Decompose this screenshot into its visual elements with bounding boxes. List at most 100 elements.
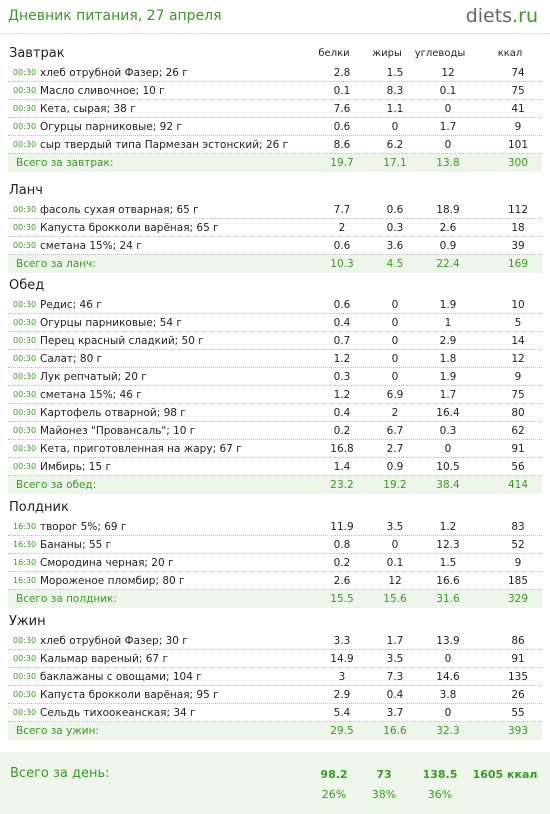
food-row: 00:30 фасоль сухая отварная; 65 г 7.7 0.6 18… bbox=[8, 201, 542, 219]
food-protein: 2.9 bbox=[333, 689, 351, 701]
food-name[interactable]: Имбирь; 15 г bbox=[40, 461, 112, 473]
food-protein: 5.4 bbox=[333, 707, 351, 719]
food-carbs: 0 bbox=[444, 443, 452, 455]
food-fat: 3.6 bbox=[386, 240, 404, 252]
food-kcal: 75 bbox=[511, 85, 525, 97]
site-logo[interactable]: diets.ru bbox=[466, 5, 538, 27]
food-protein: 0.4 bbox=[333, 407, 351, 419]
food-kcal: 52 bbox=[511, 539, 525, 551]
food-fat: 0 bbox=[391, 121, 399, 133]
meal-total-fat: 16.6 bbox=[383, 725, 407, 737]
food-row: 00:30 хлеб отрубной Фазер; 30 г 3.3 1.7 13.9… bbox=[8, 632, 542, 650]
meal-total-fat: 15.6 bbox=[383, 593, 407, 605]
food-kcal: 91 bbox=[511, 443, 525, 455]
meal-total-kcal: 329 bbox=[507, 593, 529, 605]
meal-total-carbs: 13.8 bbox=[436, 157, 460, 169]
food-time: 00:30 bbox=[13, 708, 37, 717]
day-total-kcal: 1605 ккал bbox=[472, 768, 538, 781]
food-name[interactable]: Капуста брокколи варёная; 95 г bbox=[40, 689, 219, 701]
food-kcal: 101 bbox=[507, 139, 529, 151]
food-row: 16:30 Бананы; 55 г 0.8 0 12.3 52 bbox=[8, 536, 542, 554]
food-fat: 3.7 bbox=[386, 707, 404, 719]
column-header-kcal: ккал bbox=[497, 48, 523, 59]
food-name[interactable]: сыр твердый типа Пармезан эстонский; 26 … bbox=[40, 139, 289, 151]
meal-section: Ужин 00:30 хлеб отрубной Фазер; 30 г 3.3 1.7… bbox=[0, 610, 550, 740]
food-row: 00:30 баклажаны с овощами; 104 г 3 7.3 14.6 1… bbox=[8, 668, 542, 686]
food-protein: 0.4 bbox=[333, 317, 351, 329]
food-name[interactable]: Сельдь тихоокеанская; 34 г bbox=[40, 707, 196, 719]
food-name[interactable]: Перец красный сладкий; 50 г bbox=[40, 335, 204, 347]
food-kcal: 10 bbox=[511, 299, 525, 311]
food-name[interactable]: Редис; 46 г bbox=[40, 299, 102, 311]
food-time: 00:30 bbox=[13, 654, 37, 663]
food-name[interactable]: сметана 15%; 24 г bbox=[40, 240, 142, 252]
food-name[interactable]: Кета, приготовленная на жару; 67 г bbox=[40, 443, 242, 455]
food-protein: 0.6 bbox=[333, 240, 351, 252]
food-name[interactable]: Майонез "Провансаль"; 10 г bbox=[40, 425, 196, 437]
meal-total-protein: 19.7 bbox=[330, 157, 354, 169]
meal-total-label: Всего за обед: bbox=[16, 479, 97, 491]
food-kcal: 39 bbox=[511, 240, 525, 252]
meal-total-label: Всего за полдник: bbox=[16, 593, 117, 605]
food-kcal: 41 bbox=[511, 103, 525, 115]
food-name[interactable]: фасоль сухая отварная; 65 г bbox=[40, 204, 199, 216]
food-name[interactable]: Кальмар вареный; 67 г bbox=[40, 653, 168, 665]
food-name[interactable]: Мороженое пломбир; 80 г bbox=[40, 575, 185, 587]
food-time: 00:30 bbox=[13, 241, 37, 250]
food-name[interactable]: Масло сливочное; 10 г bbox=[40, 85, 165, 97]
food-name[interactable]: сметана 15%; 46 г bbox=[40, 389, 142, 401]
food-row: 00:30 Имбирь; 15 г 1.4 0.9 10.5 56 bbox=[8, 458, 542, 476]
food-name[interactable]: хлеб отрубной Фазер; 26 г bbox=[40, 67, 188, 79]
food-kcal: 91 bbox=[511, 653, 525, 665]
meal-total-row: Всего за полдник: 15.5 15.6 31.6 329 bbox=[8, 590, 542, 608]
day-pct-fat: 38% bbox=[371, 788, 397, 801]
food-name[interactable]: Картофель отварной; 98 г bbox=[40, 407, 186, 419]
food-carbs: 16.6 bbox=[436, 575, 460, 587]
food-name[interactable]: хлеб отрубной Фазер; 30 г bbox=[40, 635, 188, 647]
food-protein: 0.1 bbox=[333, 85, 351, 97]
food-row: 00:30 сметана 15%; 24 г 0.6 3.6 0.9 39 bbox=[8, 237, 542, 255]
food-carbs: 13.9 bbox=[436, 635, 460, 647]
meal-total-kcal: 169 bbox=[507, 258, 529, 270]
meal-section: Завтрак 00:30 хлеб отрубной Фазер; 26 г 2.8… bbox=[0, 42, 550, 172]
food-protein: 0.3 bbox=[333, 371, 351, 383]
food-time: 00:30 bbox=[13, 223, 37, 232]
food-row: 16:30 Мороженое пломбир; 80 г 2.6 12 16.6 185 bbox=[8, 572, 542, 590]
food-fat: 0.4 bbox=[386, 689, 404, 701]
food-fat: 0 bbox=[391, 317, 399, 329]
food-time: 00:30 bbox=[13, 86, 37, 95]
food-fat: 6.7 bbox=[386, 425, 404, 437]
day-total-label: Всего за день: bbox=[10, 766, 110, 781]
meal-total-carbs: 22.4 bbox=[436, 258, 460, 270]
food-row: 00:30 Кета, сырая; 38 г 7.6 1.1 0 41 bbox=[8, 100, 542, 118]
meal-total-label: Всего за ланч: bbox=[16, 258, 96, 270]
meal-title: Полдник bbox=[9, 500, 69, 515]
meal-section: Полдник 16:30 творог 5%; 69 г 11.9 3.5 1.2 83 1… bbox=[0, 496, 550, 608]
food-row: 00:30 Салат; 80 г 1.2 0 1.8 12 bbox=[8, 350, 542, 368]
food-name[interactable]: баклажаны с овощами; 104 г bbox=[40, 671, 202, 683]
food-time: 00:30 bbox=[13, 372, 37, 381]
food-name[interactable]: Лук репчатый; 20 г bbox=[40, 371, 147, 383]
food-protein: 7.7 bbox=[333, 204, 351, 216]
food-name[interactable]: Огурцы парниковые; 92 г bbox=[40, 121, 182, 133]
food-kcal: 80 bbox=[511, 407, 525, 419]
food-name[interactable]: Салат; 80 г bbox=[40, 353, 103, 365]
day-pct-protein: 26% bbox=[321, 788, 347, 801]
food-name[interactable]: Капуста брокколи варёная; 65 г bbox=[40, 222, 219, 234]
food-protein: 1.2 bbox=[333, 353, 351, 365]
food-name[interactable]: Бананы; 55 г bbox=[40, 539, 112, 551]
page-header: Дневник питания, 27 апреля diets.ru bbox=[0, 0, 550, 34]
food-fat: 6.2 bbox=[386, 139, 404, 151]
food-carbs: 0 bbox=[444, 103, 452, 115]
food-kcal: 86 bbox=[511, 635, 525, 647]
meal-title: Ланч bbox=[9, 183, 43, 198]
food-kcal: 56 bbox=[511, 461, 525, 473]
logo-tld: .ru bbox=[512, 5, 538, 27]
food-row: 16:30 творог 5%; 69 г 11.9 3.5 1.2 83 bbox=[8, 518, 542, 536]
food-kcal: 9 bbox=[514, 371, 522, 383]
food-name[interactable]: Кета, сырая; 38 г bbox=[40, 103, 136, 115]
food-row: 00:30 Огурцы парниковые; 92 г 0.6 0 1.7 9 bbox=[8, 118, 542, 136]
food-name[interactable]: Смородина черная; 20 г bbox=[40, 557, 174, 569]
food-name[interactable]: Огурцы парниковые; 54 г bbox=[40, 317, 182, 329]
food-name[interactable]: творог 5%; 69 г bbox=[40, 521, 127, 533]
